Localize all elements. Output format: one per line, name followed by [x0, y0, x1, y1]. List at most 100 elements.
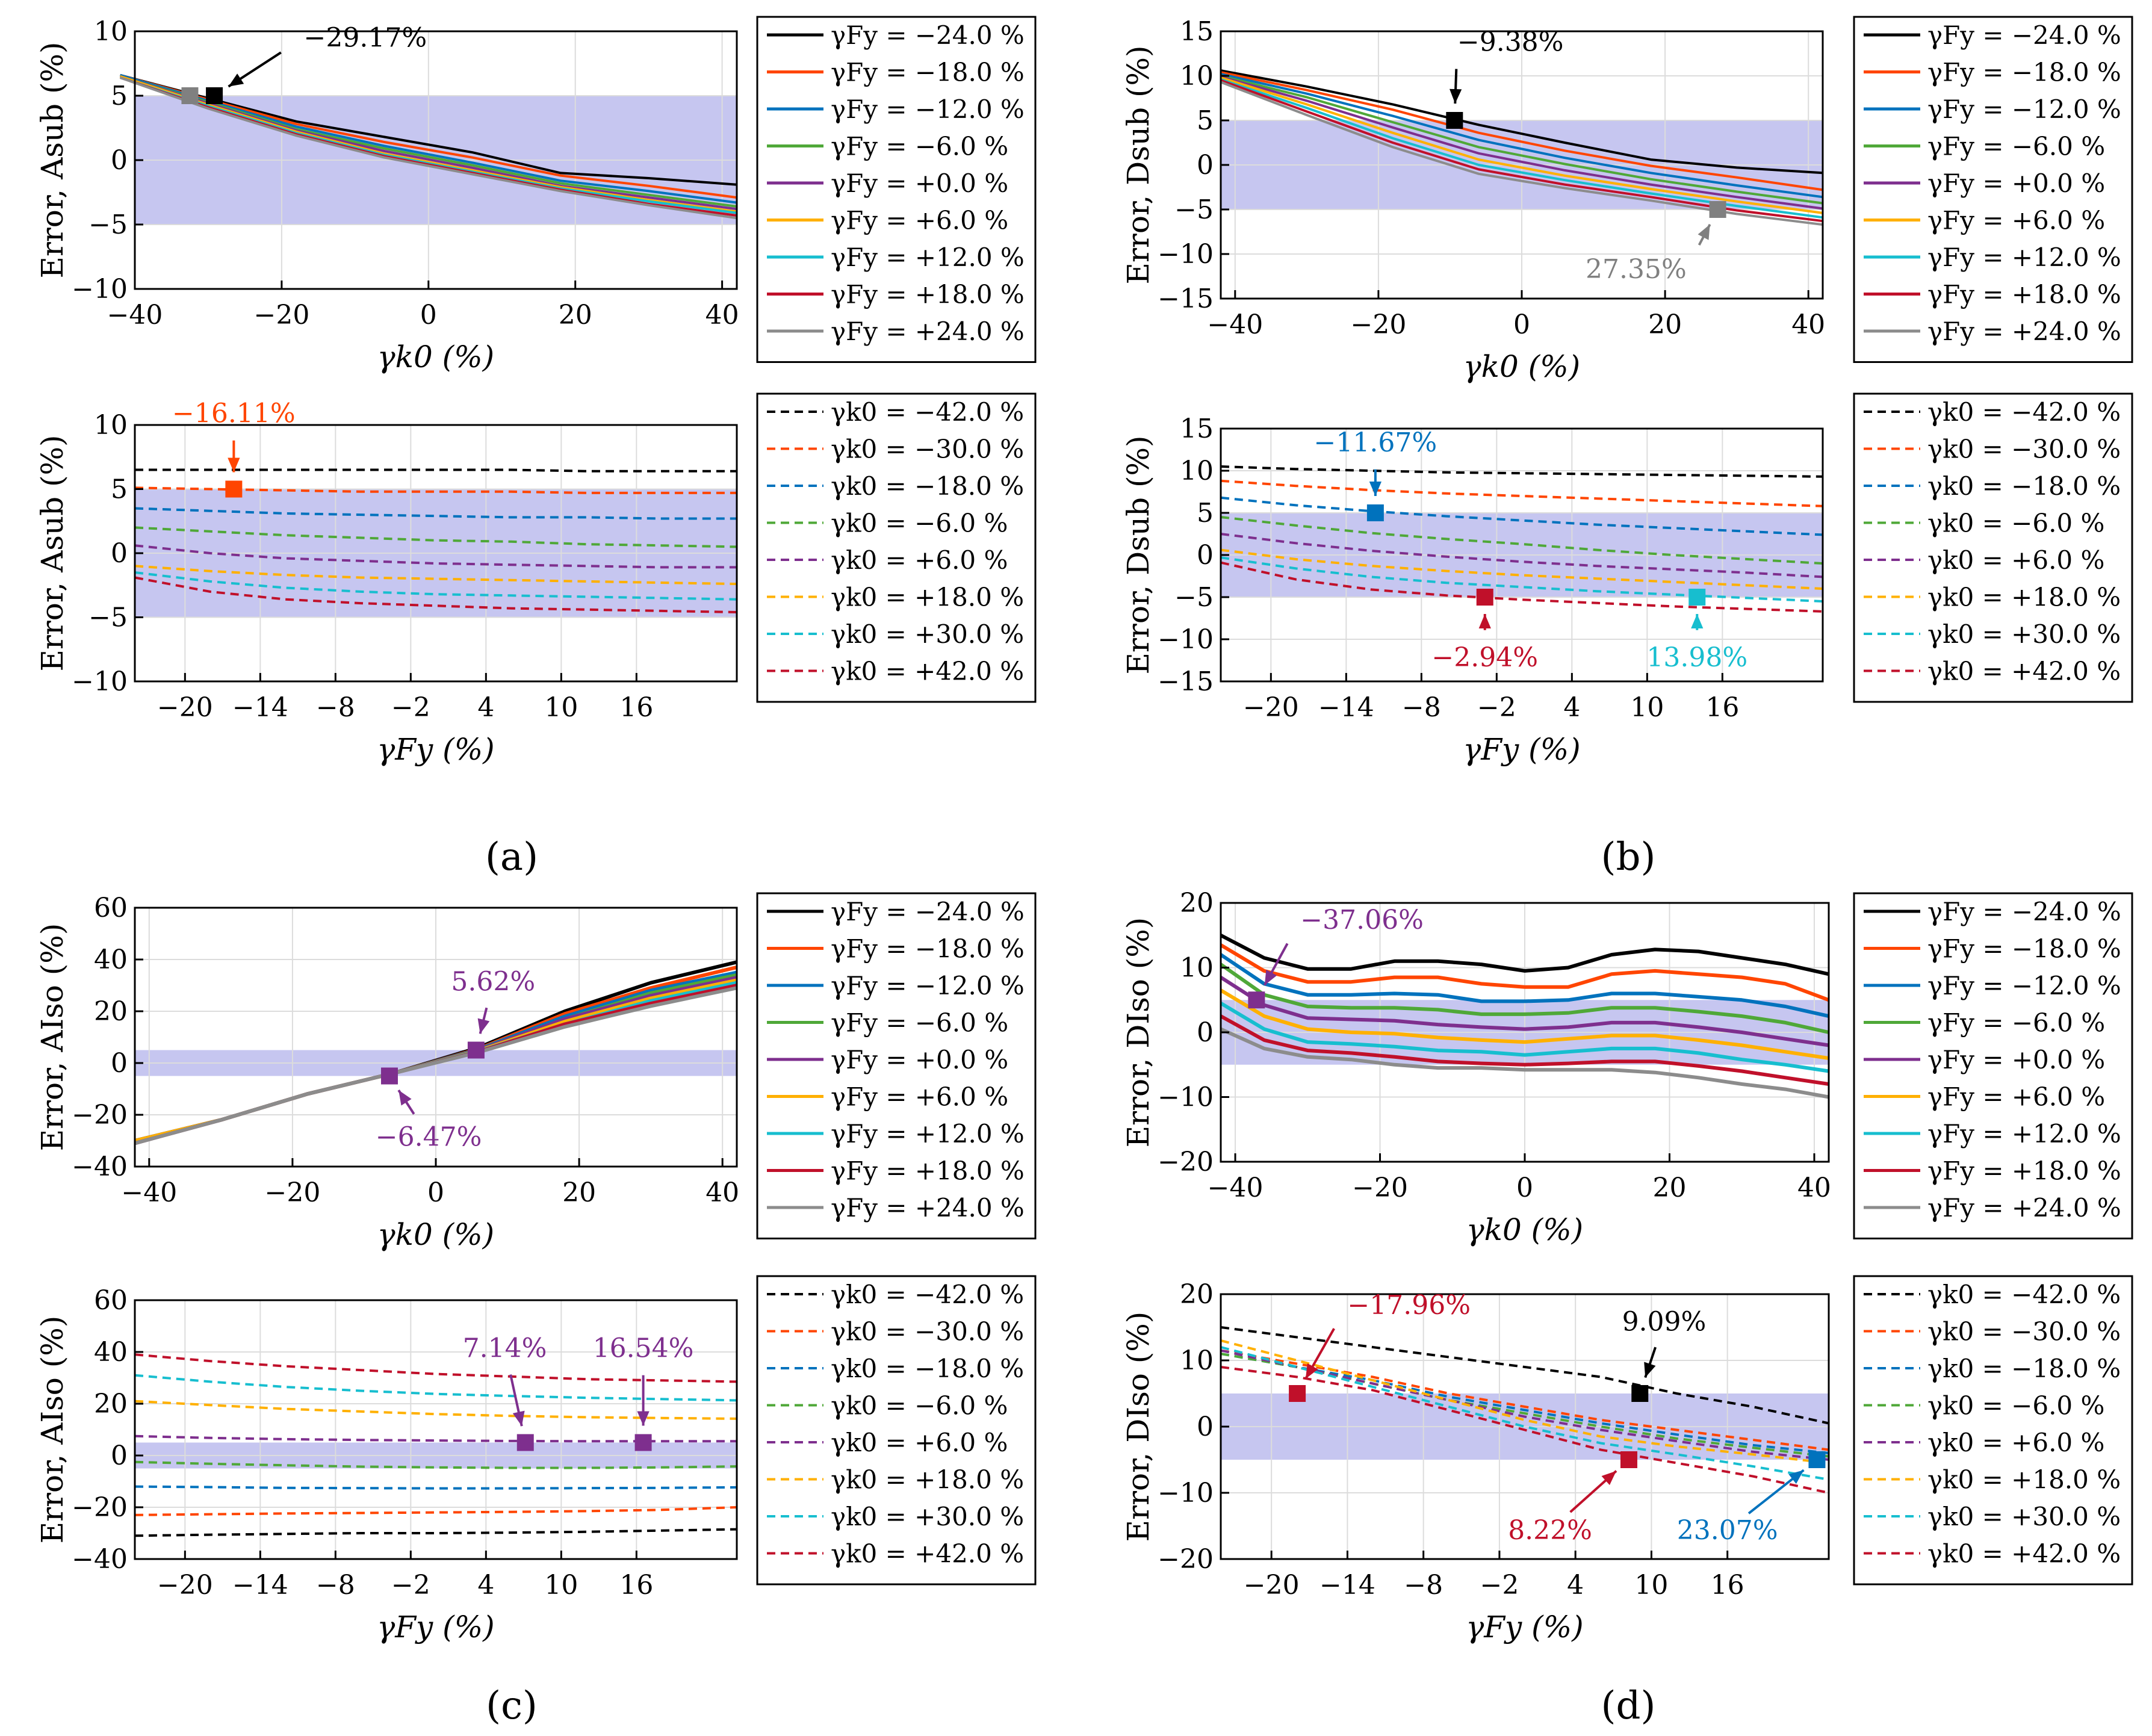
legend-label: γFy = −18.0 % [831, 934, 1025, 964]
series-line [1220, 1326, 1829, 1425]
x-tick-label: 4 [1567, 1570, 1584, 1601]
y-tick-label: −40 [72, 1152, 128, 1182]
caption-c: (c) [486, 1684, 538, 1728]
x-tick-label: −20 [1352, 1173, 1408, 1203]
legend-d_bottom: γk0 = −42.0 % γk0 = −30.0 % γk0 = −18.0 % γ… [1853, 1275, 2133, 1586]
y-tick-label: 20 [94, 996, 128, 1027]
y-tick-label: 40 [94, 944, 128, 975]
legend-label: γk0 = +6.0 % [1927, 1428, 2104, 1457]
annotation-label: 16.54% [593, 1333, 694, 1364]
series-line [1220, 963, 1829, 1034]
series-line [134, 1353, 737, 1383]
annotation-arrowhead [398, 1090, 412, 1106]
y-tick-label: −20 [72, 1492, 128, 1523]
x-tick-label: 40 [705, 300, 739, 330]
annotation-arrowhead [1691, 614, 1704, 628]
legend-label: γk0 = −42.0 % [1927, 397, 2121, 427]
legend-label: γFy = +12.0 % [831, 243, 1025, 272]
series-line [134, 576, 737, 613]
series-line [134, 1506, 737, 1516]
legend-label: γk0 = +6.0 % [831, 1428, 1008, 1457]
legend-label: γk0 = −30.0 % [831, 435, 1024, 464]
series-line [1220, 1002, 1829, 1073]
caption-layer: (a) (b) (c) (d) [485, 835, 1656, 1728]
legend-label: γk0 = −42.0 % [1927, 1280, 2121, 1309]
series-line [1220, 934, 1829, 976]
x-tick-label: 0 [427, 1177, 444, 1208]
x-tick-label: −40 [107, 300, 163, 330]
legend-label: γk0 = +18.0 % [831, 583, 1024, 612]
y-axis-label: Error, Dsub (%) [1121, 436, 1156, 675]
series-line [1220, 561, 1823, 613]
legend-label: γFy = +18.0 % [1927, 280, 2121, 309]
y-axis-label: Error, DIso (%) [1121, 917, 1156, 1148]
annotation-marker [1688, 589, 1706, 606]
series-line [1220, 496, 1823, 536]
series-line [119, 76, 737, 217]
annotation-label: −9.38% [1457, 27, 1564, 58]
y-tick-label: −20 [1158, 1544, 1214, 1575]
series-line [1220, 69, 1823, 175]
series-line [1220, 953, 1829, 1018]
annotation-arrowhead [1369, 482, 1381, 496]
x-tick-label: 4 [477, 692, 494, 723]
legend-label: γFy = +6.0 % [1927, 206, 2105, 235]
x-tick-label: 0 [420, 300, 437, 330]
y-tick-label: 0 [111, 145, 128, 176]
x-tick-label: 10 [544, 1570, 578, 1601]
x-tick-label: 4 [477, 1570, 494, 1601]
x-tick-label: −40 [1208, 1173, 1264, 1203]
legend-label: γk0 = +42.0 % [1927, 657, 2121, 686]
legend-label: γFy = −24.0 % [831, 20, 1025, 50]
annotation-marker [1620, 1451, 1637, 1468]
annotation-marker [1808, 1451, 1826, 1468]
x-tick-label: −40 [121, 1177, 177, 1208]
y-tick-label: 20 [1180, 1279, 1214, 1310]
x-tick-label: 20 [1652, 1173, 1686, 1203]
y-tick-label: −20 [1158, 1147, 1214, 1177]
legend-label: γFy = −6.0 % [1927, 132, 2105, 161]
annotation-arrowhead [1305, 1363, 1318, 1379]
x-axis-label: γFy (%) [1466, 1610, 1583, 1645]
legend-label: γFy = −12.0 % [1927, 95, 2121, 124]
annotation-arrowhead [1644, 1362, 1656, 1378]
legend-label: γFy = −24.0 % [1927, 897, 2121, 926]
y-tick-label: 40 [94, 1337, 128, 1368]
legend-label: γFy = +24.0 % [1927, 317, 2121, 346]
annotation-label: 8.22% [1508, 1515, 1592, 1546]
annotation-label: 13.98% [1646, 642, 1747, 673]
y-tick-label: 60 [94, 1285, 128, 1316]
y-tick-label: −20 [72, 1100, 128, 1130]
series-line [1220, 533, 1823, 578]
legend-box [756, 16, 1037, 363]
x-tick-label: −20 [1350, 309, 1406, 340]
annotation-marker [380, 1067, 398, 1085]
y-axis-label: Error, Dsub (%) [1121, 46, 1156, 285]
legend-c_bottom: γk0 = −42.0 % γk0 = −30.0 % γk0 = −18.0 % γ… [756, 1275, 1037, 1586]
series-line [134, 544, 737, 569]
x-tick-label: 0 [1516, 1173, 1533, 1203]
legend-label: γFy = −6.0 % [831, 1008, 1008, 1038]
legend-label: γFy = +12.0 % [831, 1119, 1025, 1149]
y-tick-label: 5 [111, 81, 128, 111]
y-tick-label: 10 [1180, 953, 1214, 984]
caption-a: (a) [485, 835, 538, 879]
y-tick-label: −5 [88, 603, 128, 633]
annotation-label: −16.11% [172, 398, 296, 429]
series-line [1220, 479, 1823, 507]
x-tick-label: 16 [1711, 1570, 1744, 1601]
legend-label: γFy = −24.0 % [831, 897, 1025, 926]
legend-label: γFy = −18.0 % [1927, 934, 2121, 964]
annotation-label: −17.96% [1347, 1290, 1471, 1321]
y-tick-label: −15 [1158, 284, 1214, 314]
legend-label: γk0 = −18.0 % [831, 471, 1024, 501]
series-line [1220, 75, 1823, 210]
x-tick-label: −2 [1477, 692, 1516, 723]
annotation-marker [516, 1434, 534, 1451]
legend-label: γk0 = +6.0 % [1927, 545, 2104, 575]
series-line [1220, 548, 1823, 590]
legend-label: γk0 = −42.0 % [831, 397, 1024, 427]
y-tick-label: 5 [1197, 105, 1214, 136]
series-line [1220, 556, 1823, 603]
